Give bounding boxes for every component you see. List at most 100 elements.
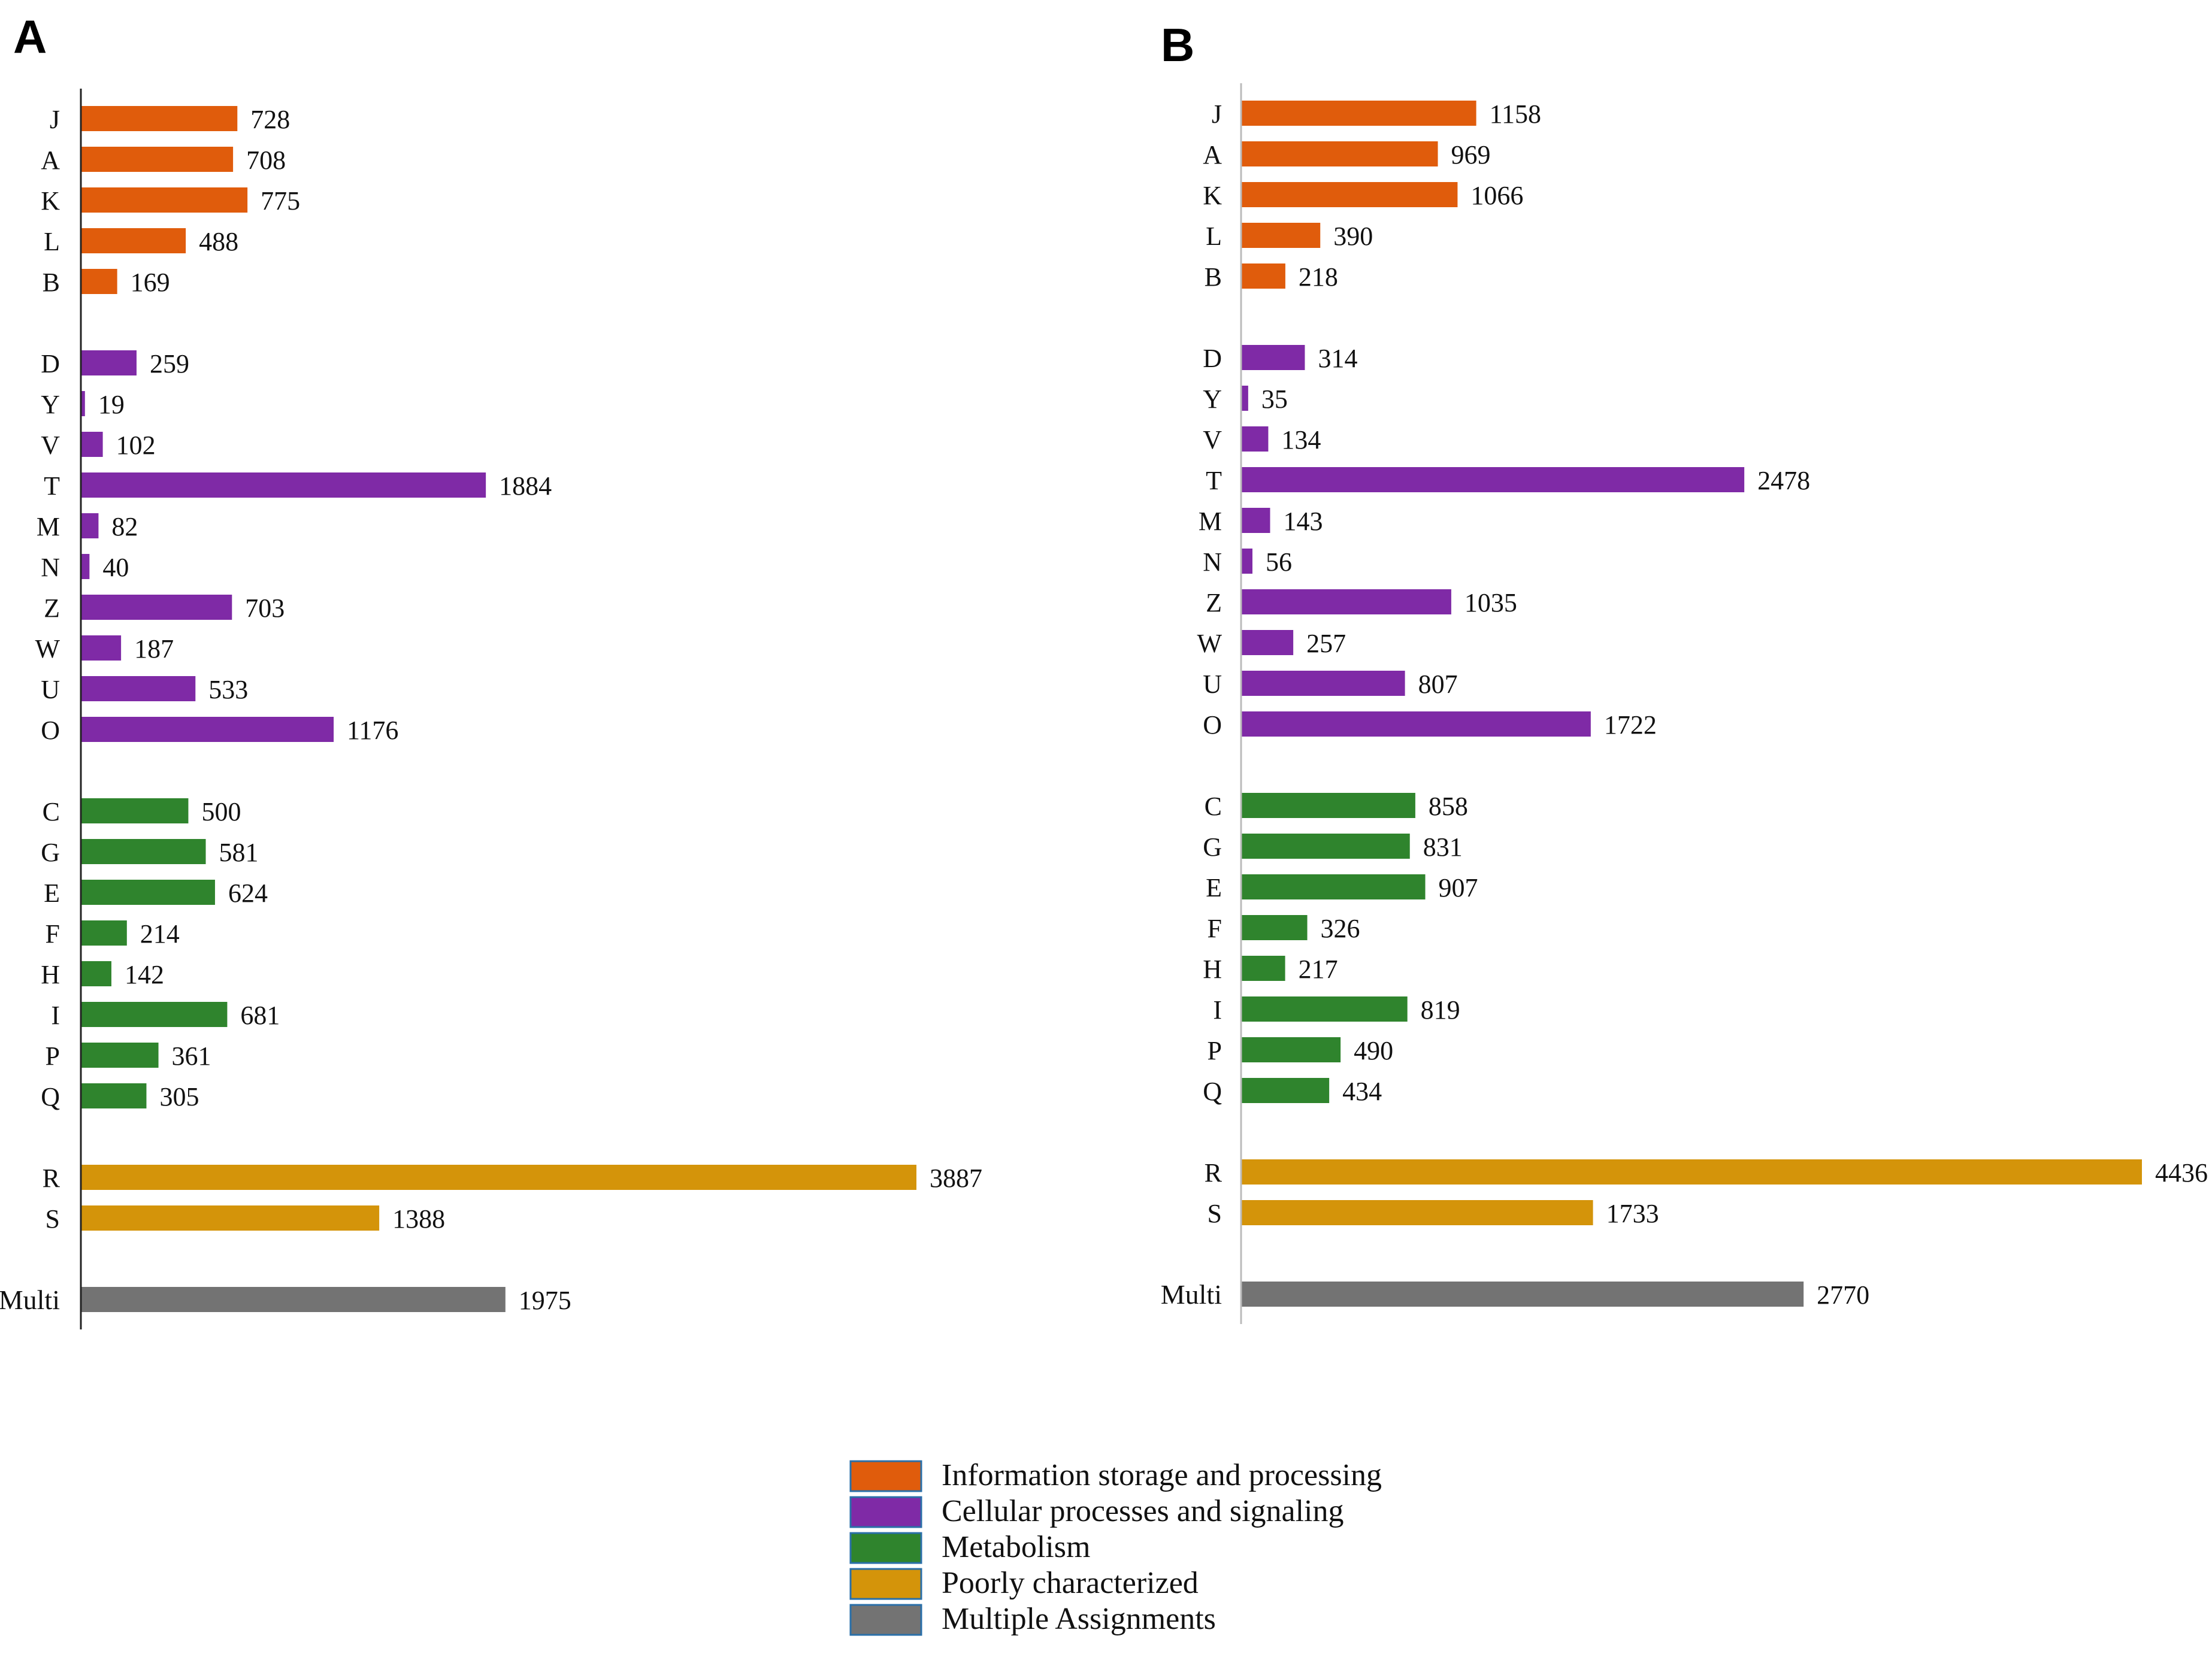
category-label-o: O [1203, 710, 1222, 740]
category-label-s: S [46, 1204, 60, 1234]
value-label-l: 488 [199, 227, 238, 256]
category-label-m: M [37, 512, 60, 541]
value-label-i: 681 [240, 1001, 280, 1030]
bar-l [1241, 223, 1321, 248]
category-label-u: U [41, 675, 60, 704]
value-label-v: 134 [1281, 425, 1321, 455]
legend-swatch-multi [849, 1604, 922, 1636]
value-label-b: 218 [1299, 262, 1338, 292]
legend: Information storage and processingCellul… [849, 1458, 1382, 1636]
value-label-v: 102 [116, 431, 156, 460]
bar-y [1241, 386, 1248, 411]
bar-q [81, 1083, 147, 1108]
chart-panel-b: J 1158 A 969 K 1066 L 390 B 218 D 314 Y 35 V 134 T 2478 M 1… [1161, 83, 2208, 1324]
value-label-u: 807 [1418, 670, 1458, 699]
category-label-f: F [1208, 914, 1222, 943]
category-label-j: J [1212, 99, 1222, 129]
value-label-o: 1176 [347, 716, 398, 745]
category-label-v: V [41, 431, 60, 460]
category-label-i: I [1213, 995, 1222, 1025]
value-label-r: 3887 [930, 1164, 982, 1193]
value-label-t: 1884 [499, 471, 552, 501]
value-label-d: 314 [1318, 344, 1357, 373]
bar-j [81, 106, 238, 131]
category-label-z: Z [44, 593, 60, 623]
category-label-n: N [41, 553, 60, 582]
category-label-c: C [1205, 792, 1222, 821]
value-label-k: 775 [261, 186, 300, 216]
bar-p [1241, 1037, 1341, 1062]
value-label-a: 708 [246, 146, 286, 175]
value-label-y: 19 [98, 390, 125, 419]
category-label-e: E [1206, 873, 1222, 902]
value-label-q: 434 [1342, 1077, 1382, 1106]
value-label-o: 1722 [1604, 710, 1657, 740]
bar-multi [1241, 1282, 1804, 1307]
value-label-c: 500 [201, 797, 241, 826]
bar-v [81, 432, 103, 457]
bar-k [1241, 182, 1458, 207]
category-label-f: F [46, 919, 60, 949]
bar-e [1241, 874, 1426, 899]
bar-multi [81, 1287, 506, 1312]
bar-w [1241, 630, 1294, 655]
bar-c [81, 798, 189, 823]
value-label-g: 831 [1423, 832, 1463, 862]
value-label-n: 56 [1266, 547, 1292, 577]
value-label-f: 214 [140, 919, 180, 949]
category-label-s: S [1208, 1199, 1222, 1228]
legend-swatch-metab [849, 1532, 922, 1564]
bar-a [1241, 141, 1438, 166]
category-label-l: L [1206, 222, 1222, 251]
value-label-g: 581 [219, 838, 259, 867]
bar-n [81, 554, 90, 579]
bar-d [1241, 345, 1305, 370]
category-label-o: O [41, 716, 60, 745]
category-label-u: U [1203, 670, 1222, 699]
bar-r [81, 1165, 916, 1190]
category-label-n: N [1203, 547, 1222, 577]
category-label-y: Y [41, 390, 60, 419]
category-label-l: L [44, 227, 60, 256]
value-label-multi: 2770 [1817, 1280, 1869, 1310]
value-label-w: 187 [134, 634, 174, 664]
value-label-w: 257 [1306, 629, 1346, 658]
value-label-a: 969 [1451, 140, 1491, 169]
bar-o [81, 717, 334, 742]
value-label-e: 624 [228, 879, 268, 908]
category-label-v: V [1203, 425, 1222, 455]
value-label-d: 259 [150, 349, 189, 378]
bar-c [1241, 793, 1415, 818]
bar-w [81, 635, 122, 661]
value-label-h: 217 [1299, 955, 1338, 984]
bar-t [1241, 467, 1745, 492]
category-label-m: M [1199, 507, 1222, 536]
value-label-l: 390 [1333, 222, 1373, 251]
bar-n [1241, 549, 1252, 574]
value-label-e: 907 [1439, 873, 1478, 902]
category-label-d: D [1203, 344, 1222, 373]
value-label-s: 1388 [392, 1204, 445, 1234]
bar-d [81, 350, 137, 375]
bar-z [1241, 589, 1451, 614]
bar-f [81, 920, 127, 946]
legend-swatch-poor [849, 1568, 922, 1600]
legend-label-poor: Poorly characterized [942, 1566, 1199, 1600]
category-label-g: G [41, 838, 60, 867]
category-label-p: P [46, 1041, 60, 1071]
bar-f [1241, 915, 1308, 940]
legend-label-info: Information storage and processing [942, 1458, 1382, 1492]
category-label-a: A [41, 146, 60, 175]
category-label-g: G [1203, 832, 1222, 862]
category-label-b: B [43, 268, 60, 297]
chart-panel-a: J 728 A 708 K 775 L 488 B 169 D 259 Y 19 V 102 T 1884 M 82 N… [0, 89, 982, 1329]
bar-v [1241, 426, 1269, 452]
bar-s [1241, 1200, 1593, 1225]
value-label-multi: 1975 [519, 1286, 571, 1315]
category-label-t: T [1206, 466, 1222, 495]
bar-z [81, 595, 232, 620]
bar-t [81, 472, 486, 498]
bar-e [81, 880, 215, 905]
